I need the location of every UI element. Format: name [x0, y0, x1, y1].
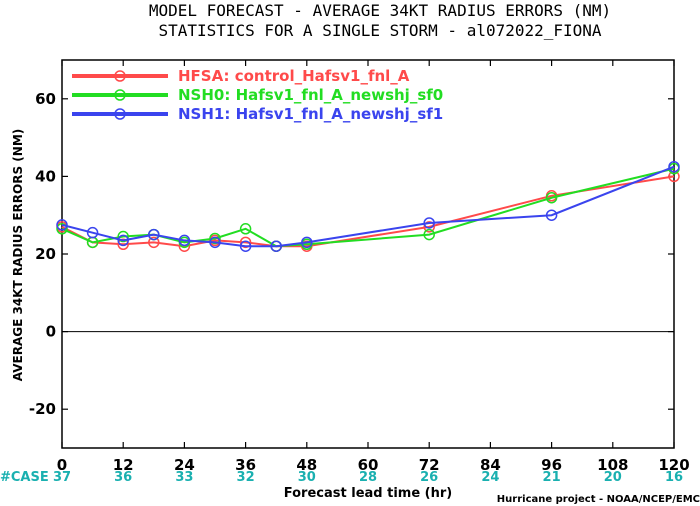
x-axis-label: Forecast lead time (hr) — [284, 486, 452, 501]
legend-marker-1 — [114, 70, 126, 82]
series-point-2 — [56, 223, 68, 235]
legend-marker-3 — [114, 108, 126, 120]
x-tick-label: 60 — [358, 456, 379, 474]
legend-label-3: NSH1: Hafsv1_fnl_A_newshj_sf1 — [178, 105, 443, 123]
series-point-3 — [270, 240, 282, 252]
x-tick-label: 84 — [480, 456, 501, 474]
x-tick-label: 0 — [57, 456, 67, 474]
series-point-2 — [117, 230, 129, 243]
x-tick-label: 36 — [235, 456, 256, 474]
credit-text: Hurricane project - NOAA/NCEP/EMC — [497, 494, 700, 505]
series-point-3 — [209, 236, 221, 249]
case-count: 20 — [604, 470, 622, 485]
x-tick-label: 48 — [296, 456, 317, 474]
case-label: #CASE — [0, 470, 49, 485]
y-axis-label: AVERAGE 34KT RADIUS ERRORS (NM) — [11, 129, 25, 381]
series-line-1 — [61, 175, 675, 248]
case-count: 28 — [359, 470, 377, 485]
series-point-3 — [117, 234, 129, 247]
case-count: 16 — [665, 470, 683, 485]
legend-marker-2 — [114, 89, 126, 101]
y-tick-label: -20 — [29, 400, 56, 418]
case-count: 37 — [53, 470, 71, 485]
legend-label-2: NSH0: Hafsv1_fnl_A_newshj_sf0 — [178, 86, 443, 104]
chart-title-line1: MODEL FORECAST - AVERAGE 34KT RADIUS ERR… — [149, 1, 611, 20]
x-tick-label: 72 — [419, 456, 440, 474]
series-point-2 — [423, 228, 435, 241]
case-count: 24 — [481, 470, 499, 485]
case-count: 26 — [420, 470, 438, 485]
series-point-1 — [117, 238, 129, 251]
y-tick-label: 60 — [35, 90, 56, 108]
x-tick-label: 96 — [541, 456, 562, 474]
chart-title-line2: STATISTICS FOR A SINGLE STORM - al072022… — [158, 21, 601, 40]
series-line-3 — [61, 165, 675, 248]
legend-label-1: HFSA: control_Hafsv1_fnl_A — [178, 67, 410, 85]
series-point-1 — [239, 236, 252, 249]
series-point-3 — [301, 236, 313, 249]
x-tick-label: 24 — [174, 456, 195, 474]
series-point-2 — [209, 232, 221, 245]
series-point-3 — [178, 234, 191, 247]
series-point-3 — [668, 160, 680, 173]
x-tick-label: 12 — [113, 456, 134, 474]
series-point-3 — [148, 228, 160, 241]
case-count: 21 — [543, 470, 561, 485]
y-tick-label: 20 — [35, 245, 56, 263]
series-point-3 — [239, 240, 252, 252]
y-tick-label: 40 — [35, 167, 56, 185]
series-point-3 — [56, 219, 68, 231]
series-point-2 — [545, 191, 558, 204]
series-point-3 — [423, 217, 435, 229]
series-point-1 — [148, 236, 160, 249]
case-count: 33 — [175, 470, 193, 485]
case-count: 30 — [298, 470, 316, 485]
plot-area: 0371236243336324830602872268424962110820… — [29, 59, 690, 485]
series-point-1 — [423, 221, 435, 233]
x-tick-label: 108 — [597, 456, 628, 474]
y-tick-label: 0 — [46, 323, 56, 341]
case-count: 36 — [114, 470, 132, 485]
x-tick-label: 120 — [658, 456, 689, 474]
case-count: 32 — [237, 470, 255, 485]
series-point-3 — [545, 209, 558, 221]
series-point-2 — [239, 223, 252, 235]
series-point-3 — [86, 226, 99, 239]
